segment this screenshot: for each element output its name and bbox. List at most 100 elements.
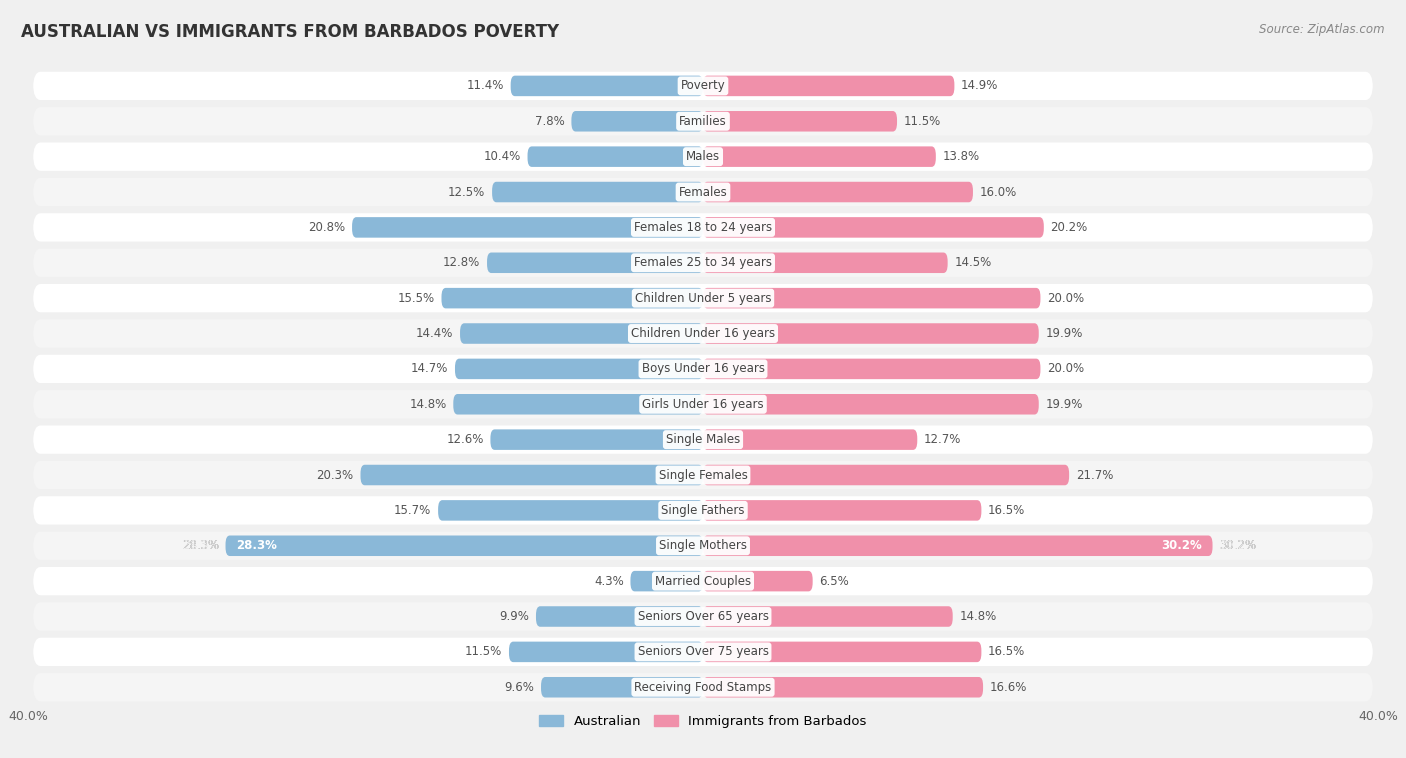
FancyBboxPatch shape xyxy=(703,288,1040,309)
FancyBboxPatch shape xyxy=(703,500,981,521)
FancyBboxPatch shape xyxy=(352,217,703,238)
FancyBboxPatch shape xyxy=(34,603,1372,631)
FancyBboxPatch shape xyxy=(460,323,703,344)
Text: 20.0%: 20.0% xyxy=(1047,362,1084,375)
FancyBboxPatch shape xyxy=(34,72,1372,100)
Text: Receiving Food Stamps: Receiving Food Stamps xyxy=(634,681,772,694)
FancyBboxPatch shape xyxy=(703,571,813,591)
Text: Children Under 5 years: Children Under 5 years xyxy=(634,292,772,305)
FancyBboxPatch shape xyxy=(34,107,1372,136)
Text: 7.8%: 7.8% xyxy=(534,114,565,128)
Text: Seniors Over 65 years: Seniors Over 65 years xyxy=(637,610,769,623)
Text: Seniors Over 75 years: Seniors Over 75 years xyxy=(637,645,769,659)
Text: 20.0%: 20.0% xyxy=(1047,292,1084,305)
Text: 11.5%: 11.5% xyxy=(465,645,502,659)
Text: 4.3%: 4.3% xyxy=(593,575,624,587)
Text: 20.2%: 20.2% xyxy=(1050,221,1088,234)
FancyBboxPatch shape xyxy=(509,641,703,662)
Text: Poverty: Poverty xyxy=(681,80,725,92)
Text: 28.3%: 28.3% xyxy=(181,539,219,553)
FancyBboxPatch shape xyxy=(34,178,1372,206)
Text: 30.2%: 30.2% xyxy=(1161,539,1202,553)
FancyBboxPatch shape xyxy=(492,182,703,202)
FancyBboxPatch shape xyxy=(225,535,703,556)
Text: 30.2%: 30.2% xyxy=(1219,539,1257,553)
FancyBboxPatch shape xyxy=(34,531,1372,560)
FancyBboxPatch shape xyxy=(34,249,1372,277)
FancyBboxPatch shape xyxy=(630,571,703,591)
Text: 19.9%: 19.9% xyxy=(1046,327,1083,340)
FancyBboxPatch shape xyxy=(536,606,703,627)
Text: Children Under 16 years: Children Under 16 years xyxy=(631,327,775,340)
Text: Males: Males xyxy=(686,150,720,163)
FancyBboxPatch shape xyxy=(703,606,953,627)
Text: 30.2%: 30.2% xyxy=(1219,539,1257,553)
FancyBboxPatch shape xyxy=(703,641,981,662)
FancyBboxPatch shape xyxy=(34,425,1372,454)
Text: Single Mothers: Single Mothers xyxy=(659,539,747,553)
Text: 20.8%: 20.8% xyxy=(308,221,346,234)
FancyBboxPatch shape xyxy=(360,465,703,485)
Text: 14.5%: 14.5% xyxy=(955,256,991,269)
FancyBboxPatch shape xyxy=(703,535,1212,556)
Text: 15.5%: 15.5% xyxy=(398,292,434,305)
FancyBboxPatch shape xyxy=(703,465,1069,485)
FancyBboxPatch shape xyxy=(456,359,703,379)
Text: Single Females: Single Females xyxy=(658,468,748,481)
FancyBboxPatch shape xyxy=(34,496,1372,525)
FancyBboxPatch shape xyxy=(541,677,703,697)
FancyBboxPatch shape xyxy=(491,429,703,450)
FancyBboxPatch shape xyxy=(703,146,936,167)
FancyBboxPatch shape xyxy=(703,217,1043,238)
Text: 14.7%: 14.7% xyxy=(411,362,449,375)
Text: Boys Under 16 years: Boys Under 16 years xyxy=(641,362,765,375)
Text: 16.5%: 16.5% xyxy=(988,645,1025,659)
FancyBboxPatch shape xyxy=(571,111,703,132)
FancyBboxPatch shape xyxy=(453,394,703,415)
Legend: Australian, Immigrants from Barbados: Australian, Immigrants from Barbados xyxy=(534,709,872,733)
Text: Source: ZipAtlas.com: Source: ZipAtlas.com xyxy=(1260,23,1385,36)
Text: 11.5%: 11.5% xyxy=(904,114,941,128)
Text: 14.8%: 14.8% xyxy=(409,398,447,411)
Text: Females: Females xyxy=(679,186,727,199)
FancyBboxPatch shape xyxy=(703,76,955,96)
FancyBboxPatch shape xyxy=(34,319,1372,348)
FancyBboxPatch shape xyxy=(441,288,703,309)
Text: AUSTRALIAN VS IMMIGRANTS FROM BARBADOS POVERTY: AUSTRALIAN VS IMMIGRANTS FROM BARBADOS P… xyxy=(21,23,560,41)
FancyBboxPatch shape xyxy=(34,567,1372,595)
Text: 19.9%: 19.9% xyxy=(1046,398,1083,411)
Text: 6.5%: 6.5% xyxy=(820,575,849,587)
Text: 12.5%: 12.5% xyxy=(449,186,485,199)
FancyBboxPatch shape xyxy=(34,143,1372,171)
Text: 14.9%: 14.9% xyxy=(962,80,998,92)
Text: 16.0%: 16.0% xyxy=(980,186,1017,199)
Text: 20.3%: 20.3% xyxy=(316,468,354,481)
FancyBboxPatch shape xyxy=(703,323,1039,344)
Text: Girls Under 16 years: Girls Under 16 years xyxy=(643,398,763,411)
FancyBboxPatch shape xyxy=(510,76,703,96)
FancyBboxPatch shape xyxy=(527,146,703,167)
Text: 10.4%: 10.4% xyxy=(484,150,520,163)
FancyBboxPatch shape xyxy=(34,213,1372,242)
Text: 15.7%: 15.7% xyxy=(394,504,432,517)
Text: Females 25 to 34 years: Females 25 to 34 years xyxy=(634,256,772,269)
Text: 9.6%: 9.6% xyxy=(505,681,534,694)
Text: 11.4%: 11.4% xyxy=(467,80,503,92)
FancyBboxPatch shape xyxy=(34,390,1372,418)
FancyBboxPatch shape xyxy=(439,500,703,521)
FancyBboxPatch shape xyxy=(34,284,1372,312)
Text: 12.8%: 12.8% xyxy=(443,256,481,269)
Text: 21.7%: 21.7% xyxy=(1076,468,1114,481)
FancyBboxPatch shape xyxy=(486,252,703,273)
Text: 16.6%: 16.6% xyxy=(990,681,1028,694)
FancyBboxPatch shape xyxy=(34,637,1372,666)
FancyBboxPatch shape xyxy=(703,111,897,132)
FancyBboxPatch shape xyxy=(34,355,1372,383)
Text: Families: Families xyxy=(679,114,727,128)
Text: 9.9%: 9.9% xyxy=(499,610,529,623)
FancyBboxPatch shape xyxy=(703,394,1039,415)
FancyBboxPatch shape xyxy=(703,429,917,450)
Text: 13.8%: 13.8% xyxy=(942,150,980,163)
Text: Married Couples: Married Couples xyxy=(655,575,751,587)
FancyBboxPatch shape xyxy=(703,677,983,697)
